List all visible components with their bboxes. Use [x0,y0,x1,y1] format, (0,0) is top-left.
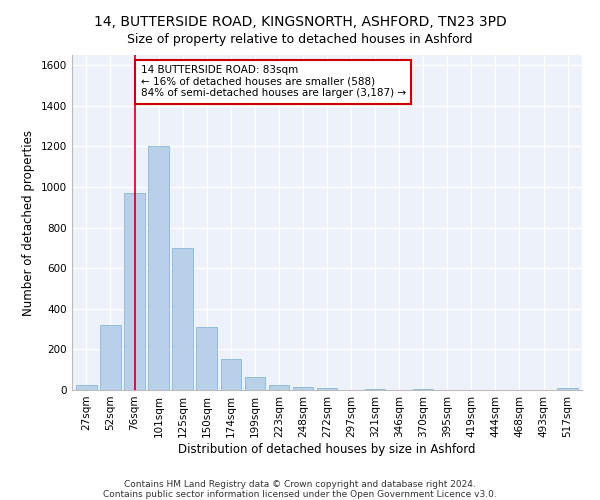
Text: Contains HM Land Registry data © Crown copyright and database right 2024.
Contai: Contains HM Land Registry data © Crown c… [103,480,497,499]
Bar [196,327,217,390]
Bar [293,387,313,390]
Bar [413,389,433,390]
Y-axis label: Number of detached properties: Number of detached properties [22,130,35,316]
Bar [76,385,97,390]
Bar [100,325,121,390]
Bar [124,193,145,390]
Bar [557,388,578,390]
Bar [172,248,193,390]
Text: Size of property relative to detached houses in Ashford: Size of property relative to detached ho… [127,32,473,46]
Text: 14 BUTTERSIDE ROAD: 83sqm
← 16% of detached houses are smaller (588)
84% of semi: 14 BUTTERSIDE ROAD: 83sqm ← 16% of detac… [140,65,406,98]
Bar [221,358,241,390]
Bar [365,389,385,390]
Bar [245,377,265,390]
Bar [148,146,169,390]
Bar [317,388,337,390]
Bar [269,385,289,390]
Text: 14, BUTTERSIDE ROAD, KINGSNORTH, ASHFORD, TN23 3PD: 14, BUTTERSIDE ROAD, KINGSNORTH, ASHFORD… [94,15,506,29]
X-axis label: Distribution of detached houses by size in Ashford: Distribution of detached houses by size … [178,442,476,456]
